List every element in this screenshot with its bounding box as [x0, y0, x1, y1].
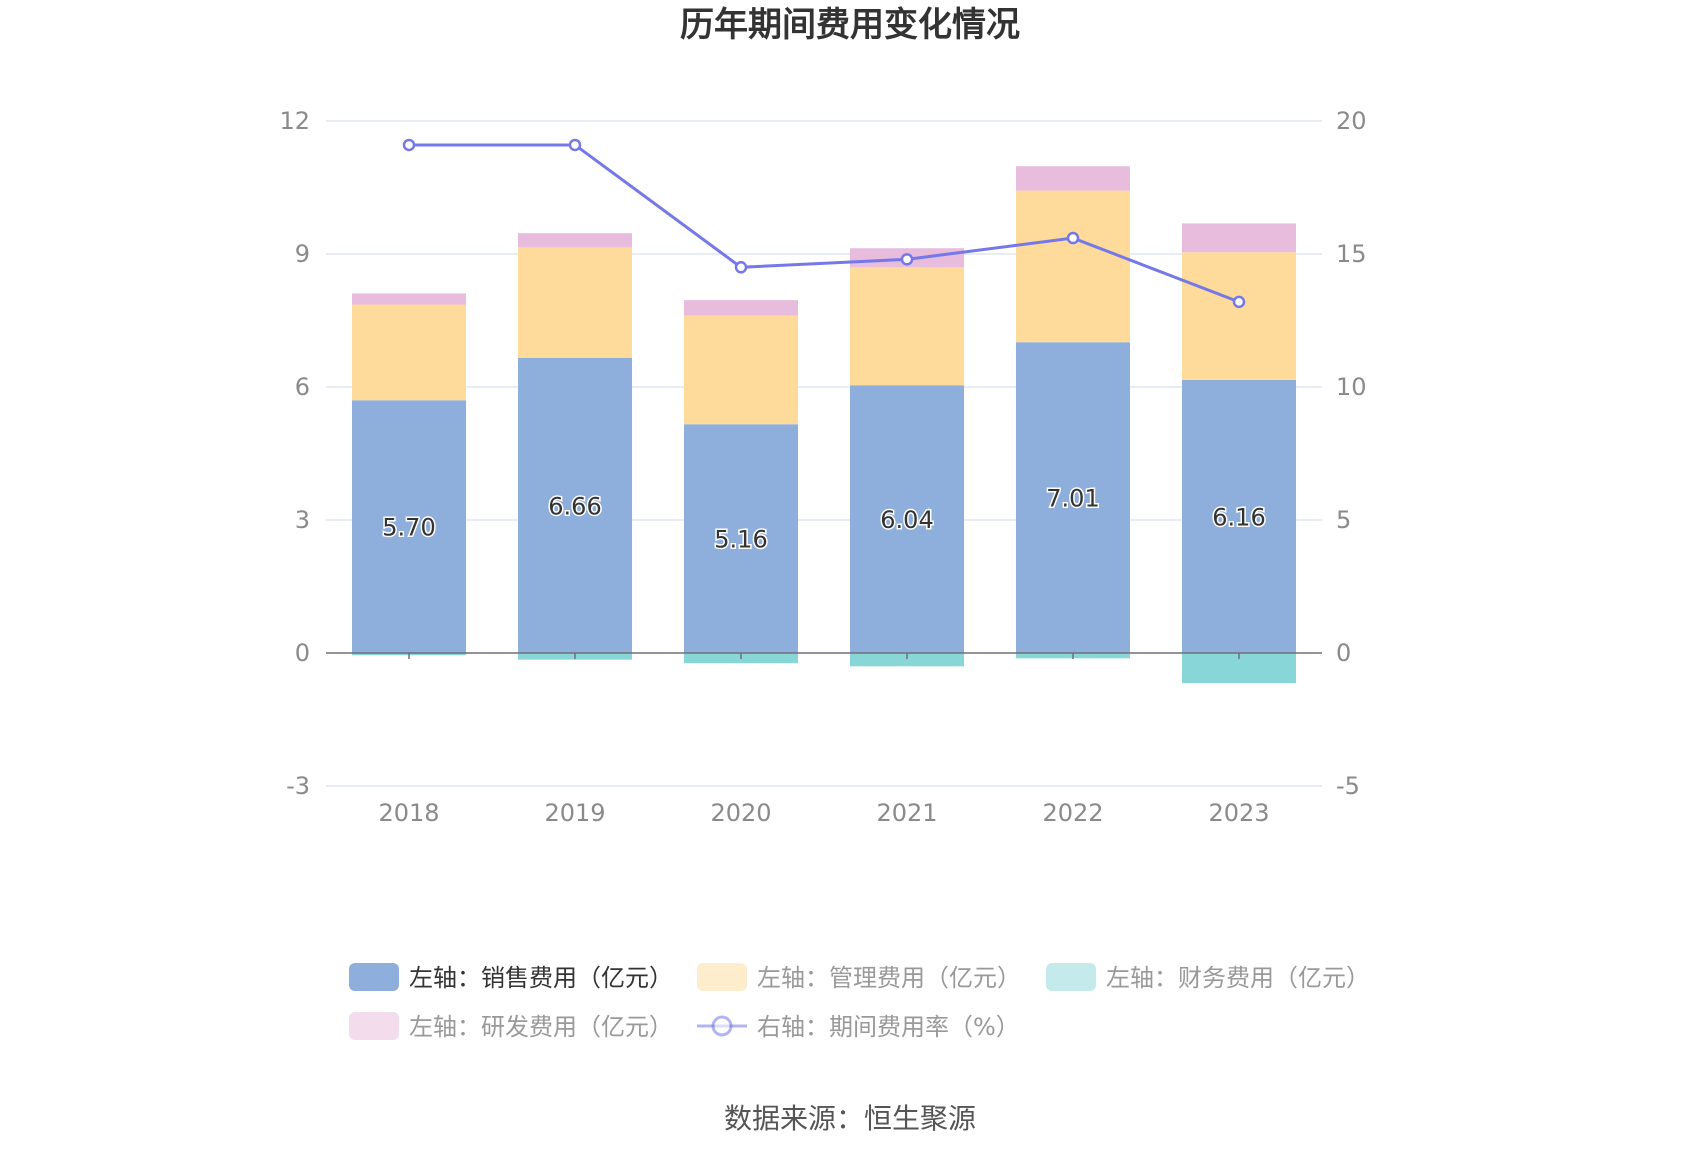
x-axis-tick-label: 2023: [1208, 799, 1269, 827]
bar-segment-4-2020[interactable]: [684, 300, 798, 316]
bar-series: [352, 166, 1296, 684]
bar-data-label: 6.16: [1212, 503, 1265, 531]
bar-segment-4-2023[interactable]: [1182, 223, 1296, 253]
x-axis-tick-label: 2018: [378, 799, 439, 827]
legend[interactable]: 左轴：销售费用（亿元） 左轴：管理费用（亿元） 左轴：财务费用（亿元） 左轴：研发费用…: [349, 963, 1370, 1041]
left-axis-tick-label: 12: [279, 107, 310, 135]
bar-data-labels: 5.70 6.66 5.16 6.04 7.01 6.16: [381, 483, 1267, 555]
left-axis-tick-label: 3: [295, 506, 310, 534]
legend-item-4[interactable]: 左轴：研发费用（亿元）: [349, 1012, 673, 1041]
bar-segment-3-2021[interactable]: [850, 653, 964, 667]
legend-item-2[interactable]: 左轴：管理费用（亿元）: [697, 963, 1021, 992]
bar-segment-2-2020[interactable]: [684, 315, 798, 425]
left-axis-tick-label: 9: [295, 240, 310, 268]
bar-segment-4-2018[interactable]: [352, 293, 466, 305]
zero-axis-line: [326, 652, 1322, 659]
legend-item-5[interactable]: 右轴：期间费用率（%）: [697, 1013, 1020, 1041]
bar-segment-1-2018[interactable]: [352, 400, 466, 653]
x-axis-tick-label: 2020: [710, 799, 771, 827]
line-series: [402, 138, 1246, 309]
x-axis-tick-label: 2019: [544, 799, 605, 827]
bar-segment-1-2020[interactable]: [684, 424, 798, 653]
legend-swatch: [1046, 963, 1096, 991]
right-axis: -5 0 5 10 15 20: [1336, 107, 1367, 800]
bar-segment-2-2023[interactable]: [1182, 252, 1296, 380]
right-axis-tick-label: 5: [1336, 506, 1351, 534]
right-axis-tick-label: 15: [1336, 240, 1367, 268]
line-point-2023[interactable]: [1232, 295, 1246, 309]
bar-segment-2-2021[interactable]: [850, 267, 964, 386]
left-axis-tick-label: 6: [295, 373, 310, 401]
left-axis-tick-label: -3: [286, 772, 310, 800]
bar-segment-4-2022[interactable]: [1016, 166, 1130, 191]
x-axis: 2018 2019 2020 2021 2022 2023: [378, 799, 1269, 827]
chart-title: 历年期间费用变化情况: [680, 5, 1020, 45]
right-axis-tick-label: -5: [1336, 772, 1360, 800]
bar-data-label: 5.70: [382, 514, 435, 542]
right-axis-tick-label: 0: [1336, 639, 1351, 667]
x-axis-tick-label: 2021: [876, 799, 937, 827]
bar-segment-1-2022[interactable]: [1016, 342, 1130, 653]
bar-data-label: 6.66: [548, 492, 601, 520]
bar-data-label: 5.16: [714, 526, 767, 554]
right-axis-tick-label: 20: [1336, 107, 1367, 135]
right-axis-tick-label: 10: [1336, 373, 1367, 401]
legend-swatch: [697, 963, 747, 991]
bar-segment-2-2018[interactable]: [352, 304, 466, 401]
x-axis-tick-label: 2022: [1042, 799, 1103, 827]
line-path-expense-rate: [409, 143, 1240, 304]
line-point-2020[interactable]: [734, 261, 748, 274]
line-point-2019[interactable]: [568, 138, 582, 152]
legend-label: 左轴：研发费用（亿元）: [409, 1013, 673, 1041]
legend-swatch: [349, 963, 399, 991]
legend-swatch: [349, 1012, 399, 1040]
line-point-2022[interactable]: [1066, 231, 1080, 245]
grid-lines: [326, 120, 1322, 787]
line-point-2021[interactable]: [900, 253, 914, 266]
left-axis-tick-label: 0: [295, 639, 310, 667]
line-point-2018[interactable]: [402, 138, 416, 152]
legend-label: 左轴：销售费用（亿元）: [409, 964, 673, 992]
legend-label: 左轴：财务费用（亿元）: [1106, 964, 1370, 992]
legend-item-1[interactable]: 左轴：销售费用（亿元）: [349, 963, 673, 992]
legend-label: 左轴：管理费用（亿元）: [757, 964, 1021, 992]
bar-segment-1-2023[interactable]: [1182, 379, 1296, 653]
legend-item-3[interactable]: 左轴：财务费用（亿元）: [1046, 963, 1370, 992]
bar-segment-4-2019[interactable]: [518, 233, 632, 248]
bar-segment-2-2022[interactable]: [1016, 190, 1130, 343]
left-axis: -3 0 3 6 9 12: [279, 107, 310, 800]
legend-label: 右轴：期间费用率（%）: [757, 1013, 1020, 1041]
bar-segment-1-2019[interactable]: [518, 357, 632, 653]
bar-segment-2-2019[interactable]: [518, 247, 632, 358]
data-source: 数据来源：恒生聚源: [724, 1102, 976, 1135]
bar-segment-1-2021[interactable]: [850, 385, 964, 653]
bar-data-label: 6.04: [880, 506, 933, 534]
legend-marker-icon: [711, 1015, 733, 1037]
bar-data-label: 7.01: [1046, 485, 1099, 513]
